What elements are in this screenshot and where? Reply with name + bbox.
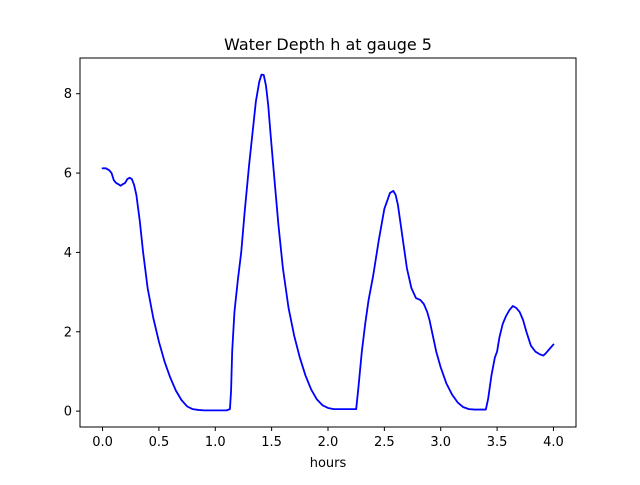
x-tick-label: 2.5 bbox=[374, 435, 395, 450]
plot-frame bbox=[79, 57, 577, 428]
y-tick-label: 0 bbox=[64, 405, 72, 420]
x-tick-label: 0.5 bbox=[149, 435, 170, 450]
y-tick-label: 8 bbox=[64, 87, 72, 102]
x-tick-label: 2.0 bbox=[318, 435, 339, 450]
x-axis-label: hours bbox=[310, 456, 347, 471]
x-tick-label: 4.0 bbox=[543, 435, 564, 450]
y-tick-label: 2 bbox=[64, 325, 72, 340]
x-tick-label: 3.0 bbox=[430, 435, 451, 450]
chart-title: Water Depth h at gauge 5 bbox=[224, 35, 432, 54]
series-line-0 bbox=[101, 73, 555, 412]
x-tick-label: 0.0 bbox=[92, 435, 113, 450]
x-tick-label: 1.5 bbox=[261, 435, 282, 450]
x-tick-label: 3.5 bbox=[487, 435, 508, 450]
y-tick-label: 4 bbox=[64, 246, 72, 261]
y-tick-label: 6 bbox=[64, 167, 72, 182]
x-tick-label: 1.0 bbox=[205, 435, 226, 450]
